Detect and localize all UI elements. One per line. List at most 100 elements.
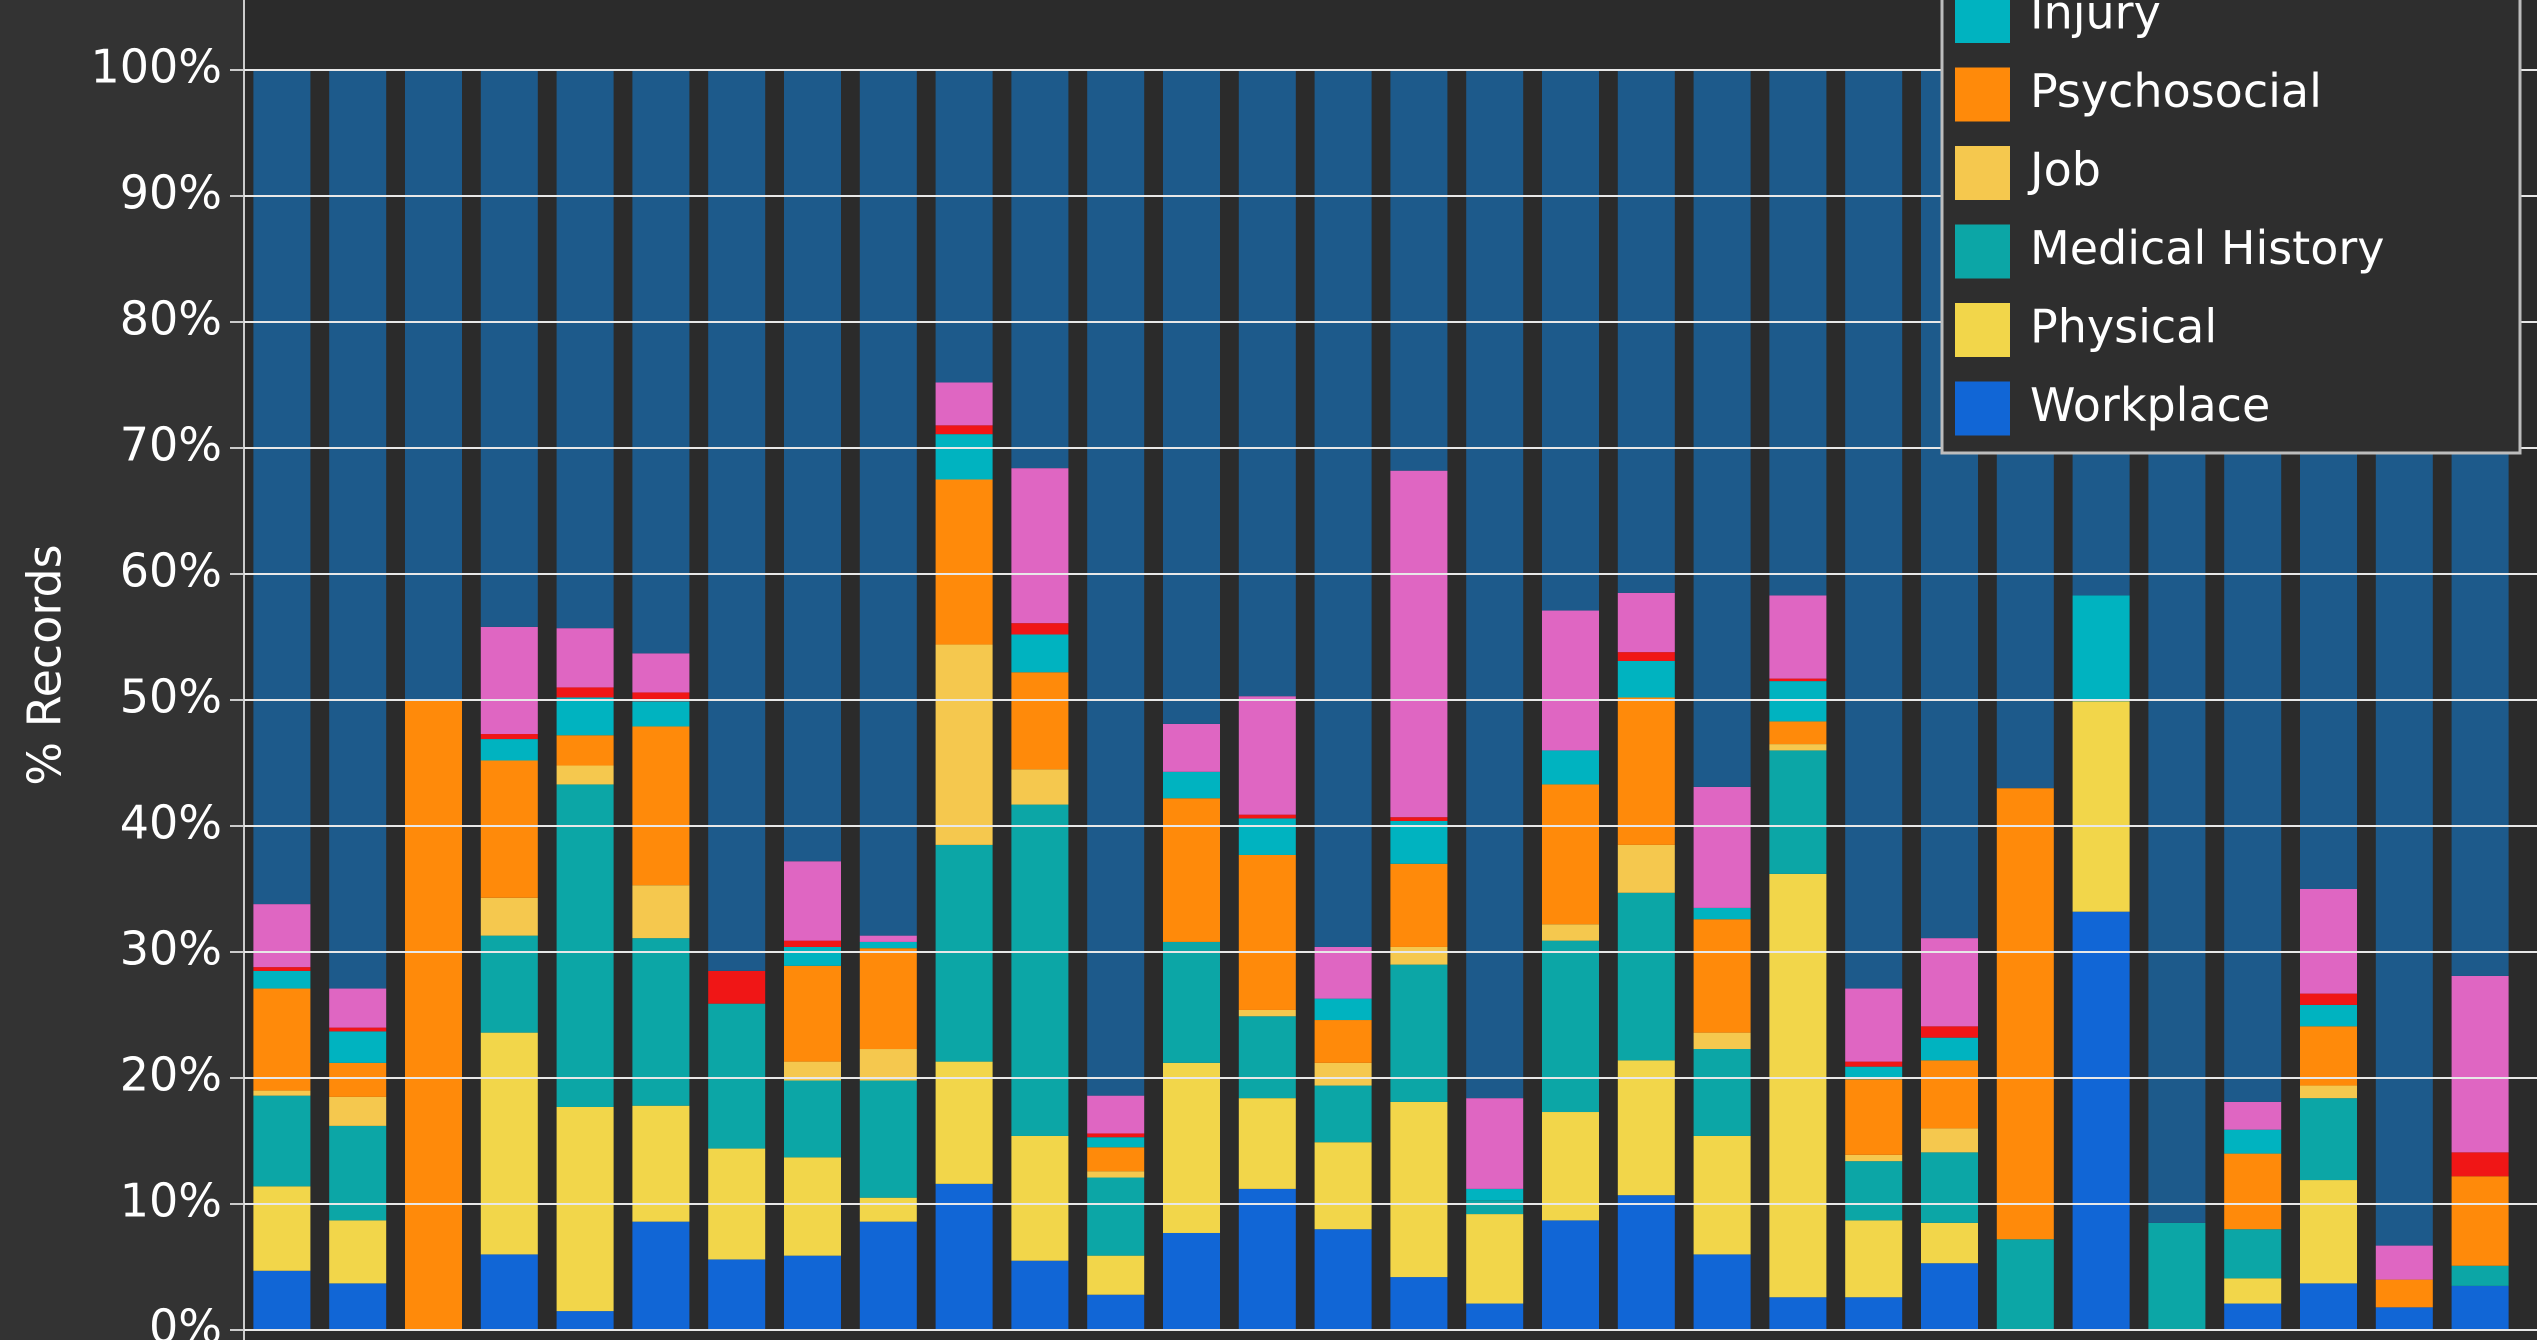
bar-segment <box>1390 946 1448 965</box>
bar-segment <box>935 70 993 383</box>
legend-swatch <box>1955 0 2010 43</box>
bar-segment <box>1011 634 1069 673</box>
bar-segment <box>935 479 993 645</box>
bar-segment <box>784 940 841 947</box>
bar-segment <box>1314 70 1372 947</box>
bar-segment <box>329 1027 387 1032</box>
bar-segment <box>859 1080 917 1198</box>
bar-segment <box>2148 1222 2206 1330</box>
bar-segment <box>1693 1135 1751 1255</box>
legend-swatch <box>1955 67 2010 122</box>
bar-segment <box>2375 1307 2433 1330</box>
y-tick-label: 70% <box>120 418 222 472</box>
bar-segment <box>556 70 614 629</box>
bar-segment <box>1845 1079 1903 1155</box>
bar-segment <box>708 1259 766 1330</box>
bar-segment <box>329 1283 387 1330</box>
bar-segment <box>784 1080 841 1158</box>
bar-segment <box>480 739 538 761</box>
bar-segment <box>1314 1062 1372 1086</box>
bar-segment <box>1996 788 2054 1240</box>
bar-segment <box>632 1221 690 1330</box>
bar-segment <box>1693 919 1751 1033</box>
bar-segment <box>1921 1263 1978 1330</box>
bar-segment <box>2300 1283 2357 1330</box>
bar-segment <box>1466 1303 1524 1330</box>
bar-segment <box>1087 1255 1145 1295</box>
bar-segment <box>1390 70 1448 471</box>
bar-segment <box>1011 672 1069 770</box>
legend-box <box>1940 0 2522 455</box>
bar-segment <box>1693 1032 1751 1050</box>
bar-segment <box>1617 844 1675 893</box>
bar-segment <box>1845 1066 1903 1080</box>
bar-segment <box>1238 1009 1296 1017</box>
bar-segment <box>1466 1188 1524 1201</box>
bar-segment <box>935 382 993 426</box>
bar-segment <box>2224 1278 2282 1304</box>
bar-segment <box>329 1031 387 1063</box>
y-tick-label: 10% <box>120 1174 222 1228</box>
bar-segment <box>1087 1171 1145 1178</box>
bar-segment <box>1087 1147 1145 1172</box>
bar-segment <box>1617 660 1675 698</box>
bar-segment <box>1845 70 1903 989</box>
bar-segment <box>1087 1133 1145 1138</box>
bar-segment <box>1314 1142 1372 1230</box>
bar-segment <box>1542 70 1599 611</box>
bar-segment <box>784 1061 841 1081</box>
bar-segment <box>1769 678 1827 682</box>
bar-segment <box>1314 998 1372 1021</box>
bar-segment <box>405 70 462 700</box>
bar-segment <box>1693 1049 1751 1136</box>
bar-segment <box>253 904 311 968</box>
bar-segment <box>1921 1026 1978 1038</box>
bar-segment <box>1769 1297 1827 1330</box>
bar-segment <box>784 965 841 1062</box>
bar-segment <box>253 1186 311 1271</box>
bar-segment <box>1238 1188 1296 1330</box>
bar-segment <box>253 970 311 989</box>
bar-segment <box>1163 723 1220 772</box>
bar-segment <box>329 1125 387 1221</box>
bar-segment <box>1769 873 1827 1298</box>
bar-segment <box>1390 820 1448 864</box>
bar-segment <box>329 1062 387 1097</box>
bar-segment <box>1087 70 1145 1096</box>
bar-segment <box>1542 1112 1599 1221</box>
bar-segment <box>1542 610 1599 751</box>
bar-segment <box>556 628 614 688</box>
bar-segment <box>1087 1095 1145 1134</box>
bar-segment <box>1693 70 1751 787</box>
bar-segment <box>2451 1285 2509 1330</box>
bar-segment <box>1163 798 1220 942</box>
bar-segment <box>1617 592 1675 653</box>
bar-segment <box>1693 907 1751 920</box>
bar-segment <box>708 70 766 971</box>
bar-segment <box>859 935 917 942</box>
bar-segment <box>1693 1254 1751 1330</box>
bar-segment <box>2072 911 2130 1330</box>
bar-segment <box>784 1255 841 1330</box>
bar-segment <box>2300 993 2357 1005</box>
bar-segment <box>556 687 614 698</box>
legend-label: Psychosocial <box>2030 64 2322 118</box>
bar-segment <box>556 697 614 736</box>
bar-segment <box>1314 1229 1372 1330</box>
bar-segment <box>1011 769 1069 805</box>
bar-segment <box>859 948 917 1050</box>
bar-segment <box>556 735 614 766</box>
bar-segment <box>1617 892 1675 1061</box>
bar-segment <box>253 1095 311 1187</box>
bar-segment <box>1238 70 1296 697</box>
bar-segment <box>2451 1265 2509 1286</box>
bar-segment <box>2451 1152 2509 1177</box>
bar-segment <box>1238 1016 1296 1099</box>
bar-segment <box>556 1106 614 1312</box>
bar-segment <box>784 70 841 862</box>
bar-segment <box>1617 70 1675 593</box>
bar-segment <box>2300 1098 2357 1181</box>
bar-segment <box>1238 854 1296 1010</box>
bar-segment <box>1542 750 1599 785</box>
bar-segment <box>2072 595 2130 702</box>
